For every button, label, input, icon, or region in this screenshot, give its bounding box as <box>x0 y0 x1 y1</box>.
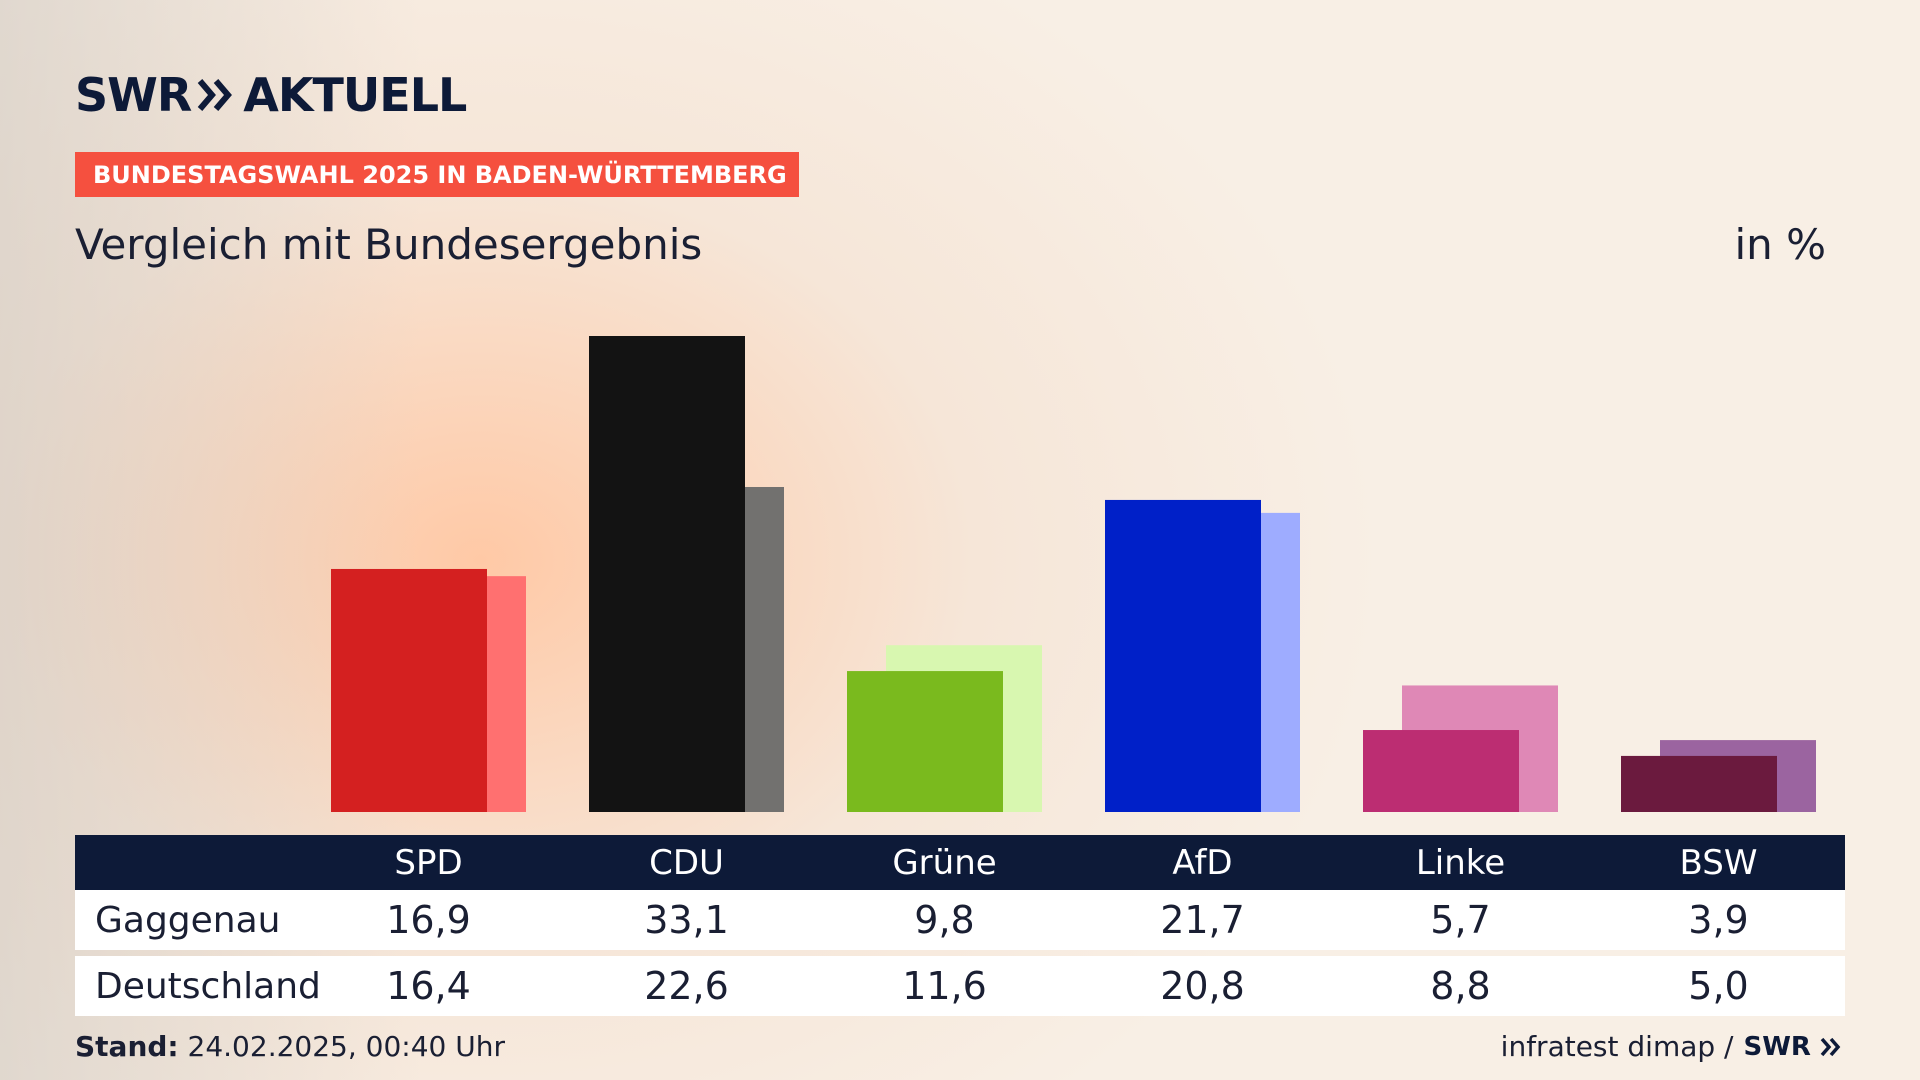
stand-label: Stand: <box>75 1030 179 1063</box>
table-cell-value: 8,8 <box>1430 964 1491 1008</box>
source-text: infratest dimap / <box>1500 1030 1734 1063</box>
bar-gaggenau-spd <box>331 568 487 812</box>
table-cell-value: 5,0 <box>1688 964 1749 1008</box>
bar-gaggenau-cdu <box>589 336 745 812</box>
table-cell-value: 16,4 <box>386 964 471 1008</box>
column-header: SPD <box>394 842 463 883</box>
swr-aktuell-logo: SWR AKTUELL <box>75 68 467 122</box>
table-row-deutschland: Deutschland 16,4 22,6 11,6 20,8 8,8 5,0 <box>75 956 1845 1016</box>
timestamp: Stand: 24.02.2025, 00:40 Uhr <box>75 1030 505 1063</box>
column-header: Grüne <box>892 842 997 883</box>
unit-label: in % <box>1734 220 1826 269</box>
logo-aktuell-text: AKTUELL <box>243 68 467 122</box>
bar-gaggenau-afd <box>1105 499 1261 812</box>
column-header: CDU <box>649 842 724 883</box>
footer-swr-logo: SWR <box>1744 1032 1843 1062</box>
table-cell-value: 3,9 <box>1688 898 1749 942</box>
double-chevron-icon <box>1820 1037 1841 1056</box>
column-header: Linke <box>1415 842 1506 883</box>
chart-subtitle: Vergleich mit Bundesergebnis <box>75 220 703 269</box>
table-cell-value: 11,6 <box>902 964 987 1008</box>
double-chevron-icon <box>198 79 233 111</box>
bar-chart <box>331 336 1816 812</box>
table-header: SPD CDU Grüne AfD Linke BSW <box>75 835 1845 890</box>
table-cell-value: 22,6 <box>644 964 729 1008</box>
logo-swr-text: SWR <box>75 68 192 122</box>
table-cell-value: 33,1 <box>644 898 729 942</box>
stand-value: 24.02.2025, 00:40 Uhr <box>187 1030 505 1063</box>
bar-gaggenau-grüne <box>847 671 1003 812</box>
bar-gaggenau-bsw <box>1621 755 1777 812</box>
bar-gaggenau-linke <box>1363 730 1519 812</box>
column-header: AfD <box>1172 842 1233 883</box>
table-cell-value: 5,7 <box>1430 898 1491 942</box>
table-cell-value: 21,7 <box>1160 898 1245 942</box>
column-header: BSW <box>1679 842 1758 883</box>
table-cell-value: 20,8 <box>1160 964 1245 1008</box>
row-label: Gaggenau <box>95 899 281 941</box>
table-cell-value: 16,9 <box>386 898 471 942</box>
source-credit: infratest dimap / SWR <box>1501 1030 1842 1063</box>
table-row-gaggenau: Gaggenau 16,9 33,1 9,8 21,7 5,7 3,9 <box>75 890 1845 950</box>
row-label: Deutschland <box>95 965 321 1007</box>
table-cell-value: 9,8 <box>914 898 975 942</box>
results-table: SPD CDU Grüne AfD Linke BSW Gaggenau 16,9 33,1… <box>75 835 1845 1016</box>
footer-logo-text: SWR <box>1743 1031 1811 1062</box>
election-badge: BUNDESTAGSWAHL 2025 IN BADEN-WÜRTTEMBERG <box>75 152 799 197</box>
